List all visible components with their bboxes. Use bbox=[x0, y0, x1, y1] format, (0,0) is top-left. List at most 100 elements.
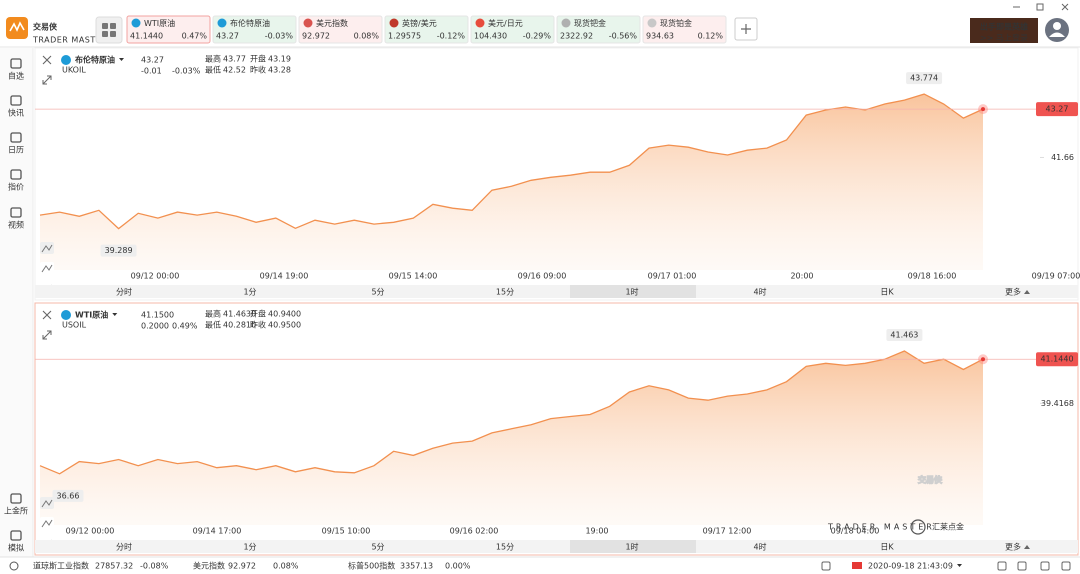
tab-icon bbox=[647, 18, 657, 28]
timeframe-option[interactable]: 1分 bbox=[243, 288, 256, 297]
sidebar-item[interactable]: 上金所 bbox=[4, 506, 28, 516]
quote-tab[interactable] bbox=[642, 15, 727, 44]
flag-icon bbox=[852, 562, 862, 569]
ad-banner[interactable] bbox=[970, 18, 1038, 43]
tab-icon bbox=[217, 18, 227, 28]
status-tool-icon[interactable] bbox=[1061, 561, 1071, 571]
sidebar-icon bbox=[10, 95, 22, 106]
current-point bbox=[981, 107, 985, 112]
expand-panel[interactable] bbox=[42, 75, 52, 85]
close-panel[interactable] bbox=[42, 55, 52, 65]
instrument-code: USOIL bbox=[62, 321, 87, 330]
stat-label: 昨收 bbox=[250, 320, 266, 330]
instrument-name[interactable]: WTI原油 bbox=[75, 310, 108, 320]
datetime: 2020-09-18 21:43:09 bbox=[868, 562, 953, 571]
instrument-name[interactable]: 布伦特原油 bbox=[74, 55, 115, 65]
expand-panel[interactable] bbox=[42, 330, 52, 340]
window-maximize[interactable] bbox=[1036, 3, 1044, 11]
timeframe-option[interactable]: 分时 bbox=[116, 287, 132, 297]
grid-button-cell bbox=[110, 23, 116, 29]
timeframe-option[interactable]: 1分 bbox=[243, 543, 256, 552]
instrument-price: 41.1500 bbox=[141, 311, 174, 320]
sidebar-item[interactable]: 日历 bbox=[8, 146, 24, 155]
instrument-code: UKOIL bbox=[62, 66, 86, 75]
timeframe-option[interactable]: 15分 bbox=[496, 543, 514, 552]
high-label-box bbox=[906, 72, 943, 85]
sidebar bbox=[0, 48, 33, 557]
status-bar bbox=[0, 557, 1080, 574]
status-tool-icon[interactable] bbox=[1040, 561, 1050, 571]
low-label: 39.289 bbox=[105, 246, 133, 255]
grid-button[interactable] bbox=[95, 16, 123, 44]
tab-name: WTI原油 bbox=[144, 18, 175, 28]
sidebar-item[interactable]: 视频 bbox=[8, 220, 24, 230]
close-panel[interactable] bbox=[42, 310, 52, 320]
quote-tab[interactable] bbox=[384, 15, 469, 44]
timeframe-option[interactable]: 15分 bbox=[496, 288, 514, 297]
instrument-price: 43.27 bbox=[141, 56, 164, 65]
chart-tool-icon bbox=[41, 264, 53, 273]
more-arrow bbox=[1024, 290, 1030, 294]
current-price-label: 43.27 bbox=[1046, 105, 1069, 114]
status-tool-icon[interactable] bbox=[1017, 561, 1027, 571]
quote-tab[interactable] bbox=[470, 15, 555, 44]
timeframe-option[interactable]: 分时 bbox=[116, 542, 132, 552]
tab-change: 0.12% bbox=[698, 32, 724, 41]
timeframe-option[interactable]: 日K bbox=[880, 288, 894, 297]
timeframe-option[interactable]: 5分 bbox=[371, 543, 384, 552]
status-name: 美元指数 bbox=[193, 561, 225, 571]
instrument-icon bbox=[61, 55, 71, 65]
tab-icon bbox=[561, 18, 571, 28]
timeframe-option[interactable]: 更多 bbox=[1005, 287, 1021, 297]
timeframe-option[interactable]: 1时 bbox=[625, 542, 638, 552]
timeframe-option[interactable]: 5分 bbox=[371, 288, 384, 297]
timeframe-option[interactable]: 更多 bbox=[1005, 542, 1021, 552]
timeframe-active bbox=[570, 540, 696, 553]
sidebar-icon bbox=[10, 493, 22, 504]
status-change: -0.08% bbox=[140, 562, 169, 571]
stat-value: 40.2810 bbox=[223, 321, 256, 330]
low-label-box bbox=[52, 489, 84, 502]
x-tick-label: 09/14 17:00 bbox=[193, 527, 242, 536]
x-tick-label: 20:00 bbox=[790, 272, 813, 281]
x-tick-label: 19:00 bbox=[585, 527, 608, 536]
wechat-icon bbox=[910, 519, 926, 535]
instrument-dropdown[interactable] bbox=[112, 313, 118, 316]
status-tool-icon[interactable] bbox=[821, 561, 831, 571]
sidebar-item[interactable]: 自选 bbox=[8, 71, 24, 81]
timeframe-option[interactable]: 1时 bbox=[625, 287, 638, 297]
tab-price: 1.29575 bbox=[388, 32, 421, 41]
quote-tab[interactable] bbox=[298, 15, 383, 44]
sidebar-item[interactable]: 快讯 bbox=[8, 108, 24, 118]
status-name: 标普500指数 bbox=[348, 561, 395, 571]
stat-label: 开盘 bbox=[250, 54, 266, 64]
grid-button-cell bbox=[102, 31, 108, 37]
status-tool-icon[interactable] bbox=[997, 561, 1007, 571]
grid-button-cell bbox=[110, 31, 116, 37]
x-tick-label: 09/18 04:00 bbox=[831, 527, 880, 536]
chart-tool-icon bbox=[41, 519, 53, 528]
instrument-dropdown[interactable] bbox=[119, 58, 124, 61]
timeframe-option[interactable]: 4时 bbox=[753, 287, 766, 297]
tab-change: 0.47% bbox=[182, 32, 208, 41]
x-tick-label: 09/15 10:00 bbox=[322, 527, 371, 536]
timeframe-option[interactable]: 日K bbox=[880, 543, 894, 552]
instrument-change: 0.2000 bbox=[141, 322, 169, 331]
quote-tab[interactable] bbox=[556, 15, 641, 44]
window-close[interactable] bbox=[1061, 3, 1069, 11]
x-tick-label: 09/16 02:00 bbox=[450, 527, 499, 536]
timeframe-bar bbox=[35, 285, 1078, 298]
x-tick-label: 09/14 19:00 bbox=[260, 272, 309, 281]
tab-icon bbox=[303, 18, 313, 28]
sidebar-item[interactable]: 模拟 bbox=[8, 543, 24, 553]
sidebar-icon bbox=[10, 530, 22, 541]
x-tick-label: 09/15 14:00 bbox=[389, 272, 438, 281]
sidebar-item[interactable]: 指价 bbox=[8, 182, 24, 192]
timeframe-option[interactable]: 4时 bbox=[753, 542, 766, 552]
logo-text: 交易侠 bbox=[33, 22, 58, 32]
x-tick-label: 09/18 16:00 bbox=[908, 272, 957, 281]
add-tab-plus bbox=[741, 24, 751, 34]
quote-tab[interactable] bbox=[126, 15, 211, 44]
tab-price: 104.430 bbox=[474, 32, 507, 41]
quote-tab[interactable] bbox=[212, 15, 297, 44]
